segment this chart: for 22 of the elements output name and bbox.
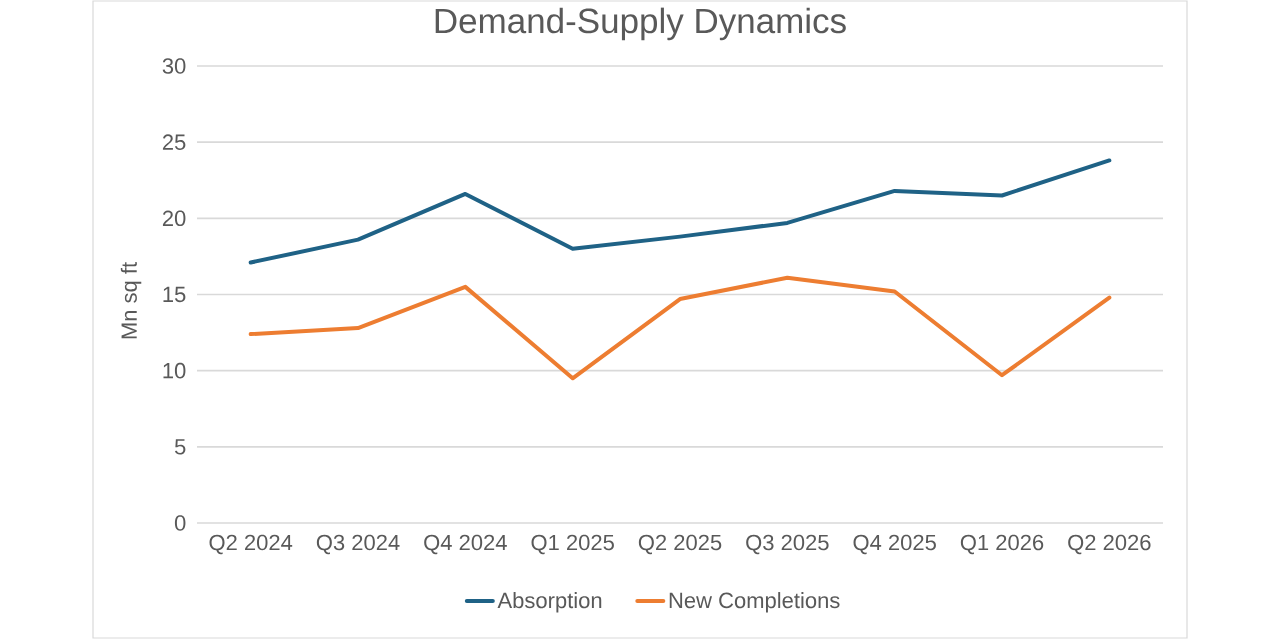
- y-tick-label: 25: [162, 134, 186, 150]
- y-tick-label: 30: [162, 58, 186, 74]
- y-tick-label: 20: [162, 210, 186, 227]
- y-tick-label: 0: [174, 515, 186, 531]
- x-tick-label: Q2 2024: [209, 534, 293, 555]
- x-tick-label: Q1 2026: [960, 534, 1044, 555]
- x-tick-label: Q3 2024: [316, 534, 400, 555]
- x-tick-label: Q2 2025: [638, 534, 722, 555]
- y-tick-label: 5: [174, 439, 186, 455]
- chart-title: Demand-Supply Dynamics: [435, 7, 846, 41]
- line-series: [248, 275, 1112, 381]
- x-tick-label: Q2 2026: [1068, 534, 1151, 555]
- line-series: [248, 158, 1112, 265]
- x-tick-label: Q1 2025: [531, 534, 614, 555]
- y-tick-label: 15: [163, 286, 186, 303]
- y-tick-label: 10: [163, 362, 186, 379]
- legend-label: New Completions: [669, 592, 840, 613]
- legend-label: Absorption: [497, 592, 602, 613]
- x-tick-label: Q4 2024: [424, 534, 507, 555]
- y-axis-title: Mn sq ft: [120, 262, 142, 339]
- x-tick-label: Q3 2025: [746, 534, 829, 555]
- x-tick-label: Q4 2025: [853, 534, 936, 555]
